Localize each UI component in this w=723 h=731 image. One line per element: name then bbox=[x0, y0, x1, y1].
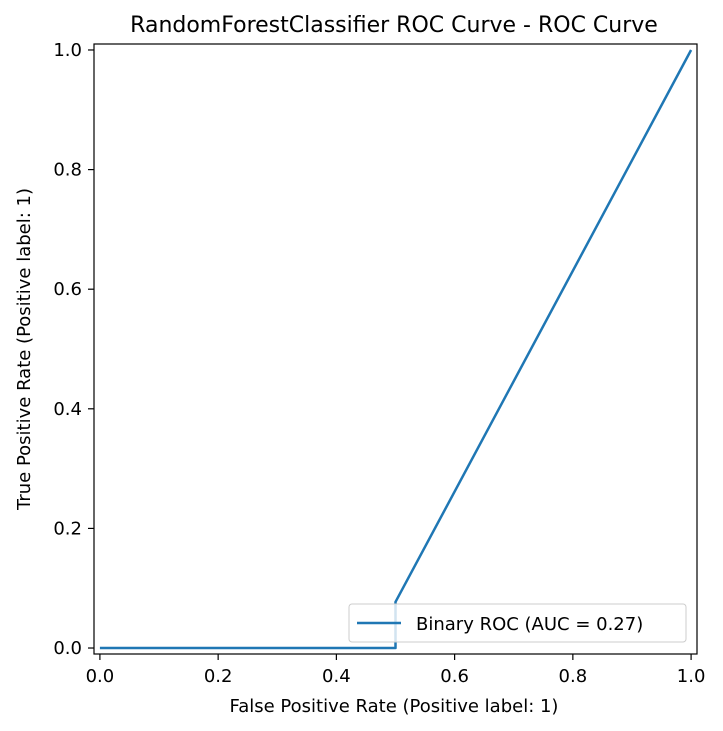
y-tick-label: 1.0 bbox=[53, 40, 82, 61]
series-layer bbox=[99, 49, 693, 650]
plot-frame bbox=[93, 43, 698, 655]
plot-area: 0.0 0.2 0.4 0.6 0.8 1.0 0.0 0.2 0.4 0.6 0.8 1.0 bbox=[53, 40, 705, 687]
y-tick-label: 0.0 bbox=[53, 638, 82, 659]
legend: Binary ROC (AUC = 0.27) bbox=[348, 603, 687, 643]
y-axis-ticks: 0.0 0.2 0.4 0.6 0.8 1.0 bbox=[53, 40, 94, 659]
chart-title: RandomForestClassifier ROC Curve - ROC C… bbox=[130, 13, 658, 38]
roc-series-line bbox=[99, 49, 693, 650]
x-tick-label: 0.0 bbox=[86, 666, 115, 687]
legend-box bbox=[348, 603, 687, 643]
legend-label: Binary ROC (AUC = 0.27) bbox=[416, 614, 643, 635]
x-tick-label: 0.6 bbox=[440, 666, 469, 687]
x-axis-ticks: 0.0 0.2 0.4 0.6 0.8 1.0 bbox=[86, 654, 706, 687]
x-tick-label: 1.0 bbox=[677, 666, 706, 687]
y-tick-label: 0.2 bbox=[53, 518, 82, 539]
x-tick-label: 0.8 bbox=[559, 666, 588, 687]
y-tick-label: 0.4 bbox=[53, 399, 82, 420]
y-tick-label: 0.8 bbox=[53, 160, 82, 181]
x-tick-label: 0.2 bbox=[204, 666, 233, 687]
x-tick-label: 0.4 bbox=[322, 666, 351, 687]
x-axis-label: False Positive Rate (Positive label: 1) bbox=[230, 696, 559, 717]
y-tick-label: 0.6 bbox=[53, 279, 82, 300]
y-axis-label: True Positive Rate (Positive label: 1) bbox=[14, 188, 35, 511]
